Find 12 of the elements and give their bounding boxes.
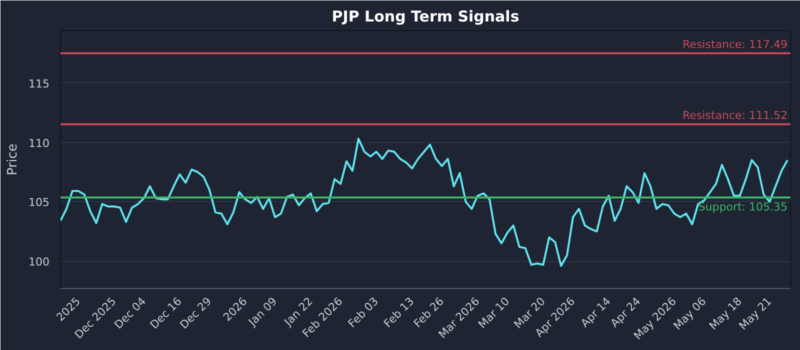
y-axis-title: Price: [6, 144, 21, 176]
y-tick-label: 110: [28, 136, 50, 150]
ref-line-label: Support: 105.35: [698, 200, 788, 214]
y-tick-label: 100: [28, 256, 50, 269]
x-tick-label: Feb 03: [346, 294, 381, 330]
ref-line-label: Resistance: 117.49: [682, 38, 788, 52]
y-tick-label: 115: [28, 77, 50, 90]
line-series: [60, 138, 789, 267]
y-tick-label: 105: [28, 196, 50, 210]
ref-line-label: Resistance: 111.52: [682, 109, 788, 122]
x-tick-label: Jan 09: [245, 294, 280, 330]
chart-title: PJP Long Term Signals: [332, 8, 520, 26]
